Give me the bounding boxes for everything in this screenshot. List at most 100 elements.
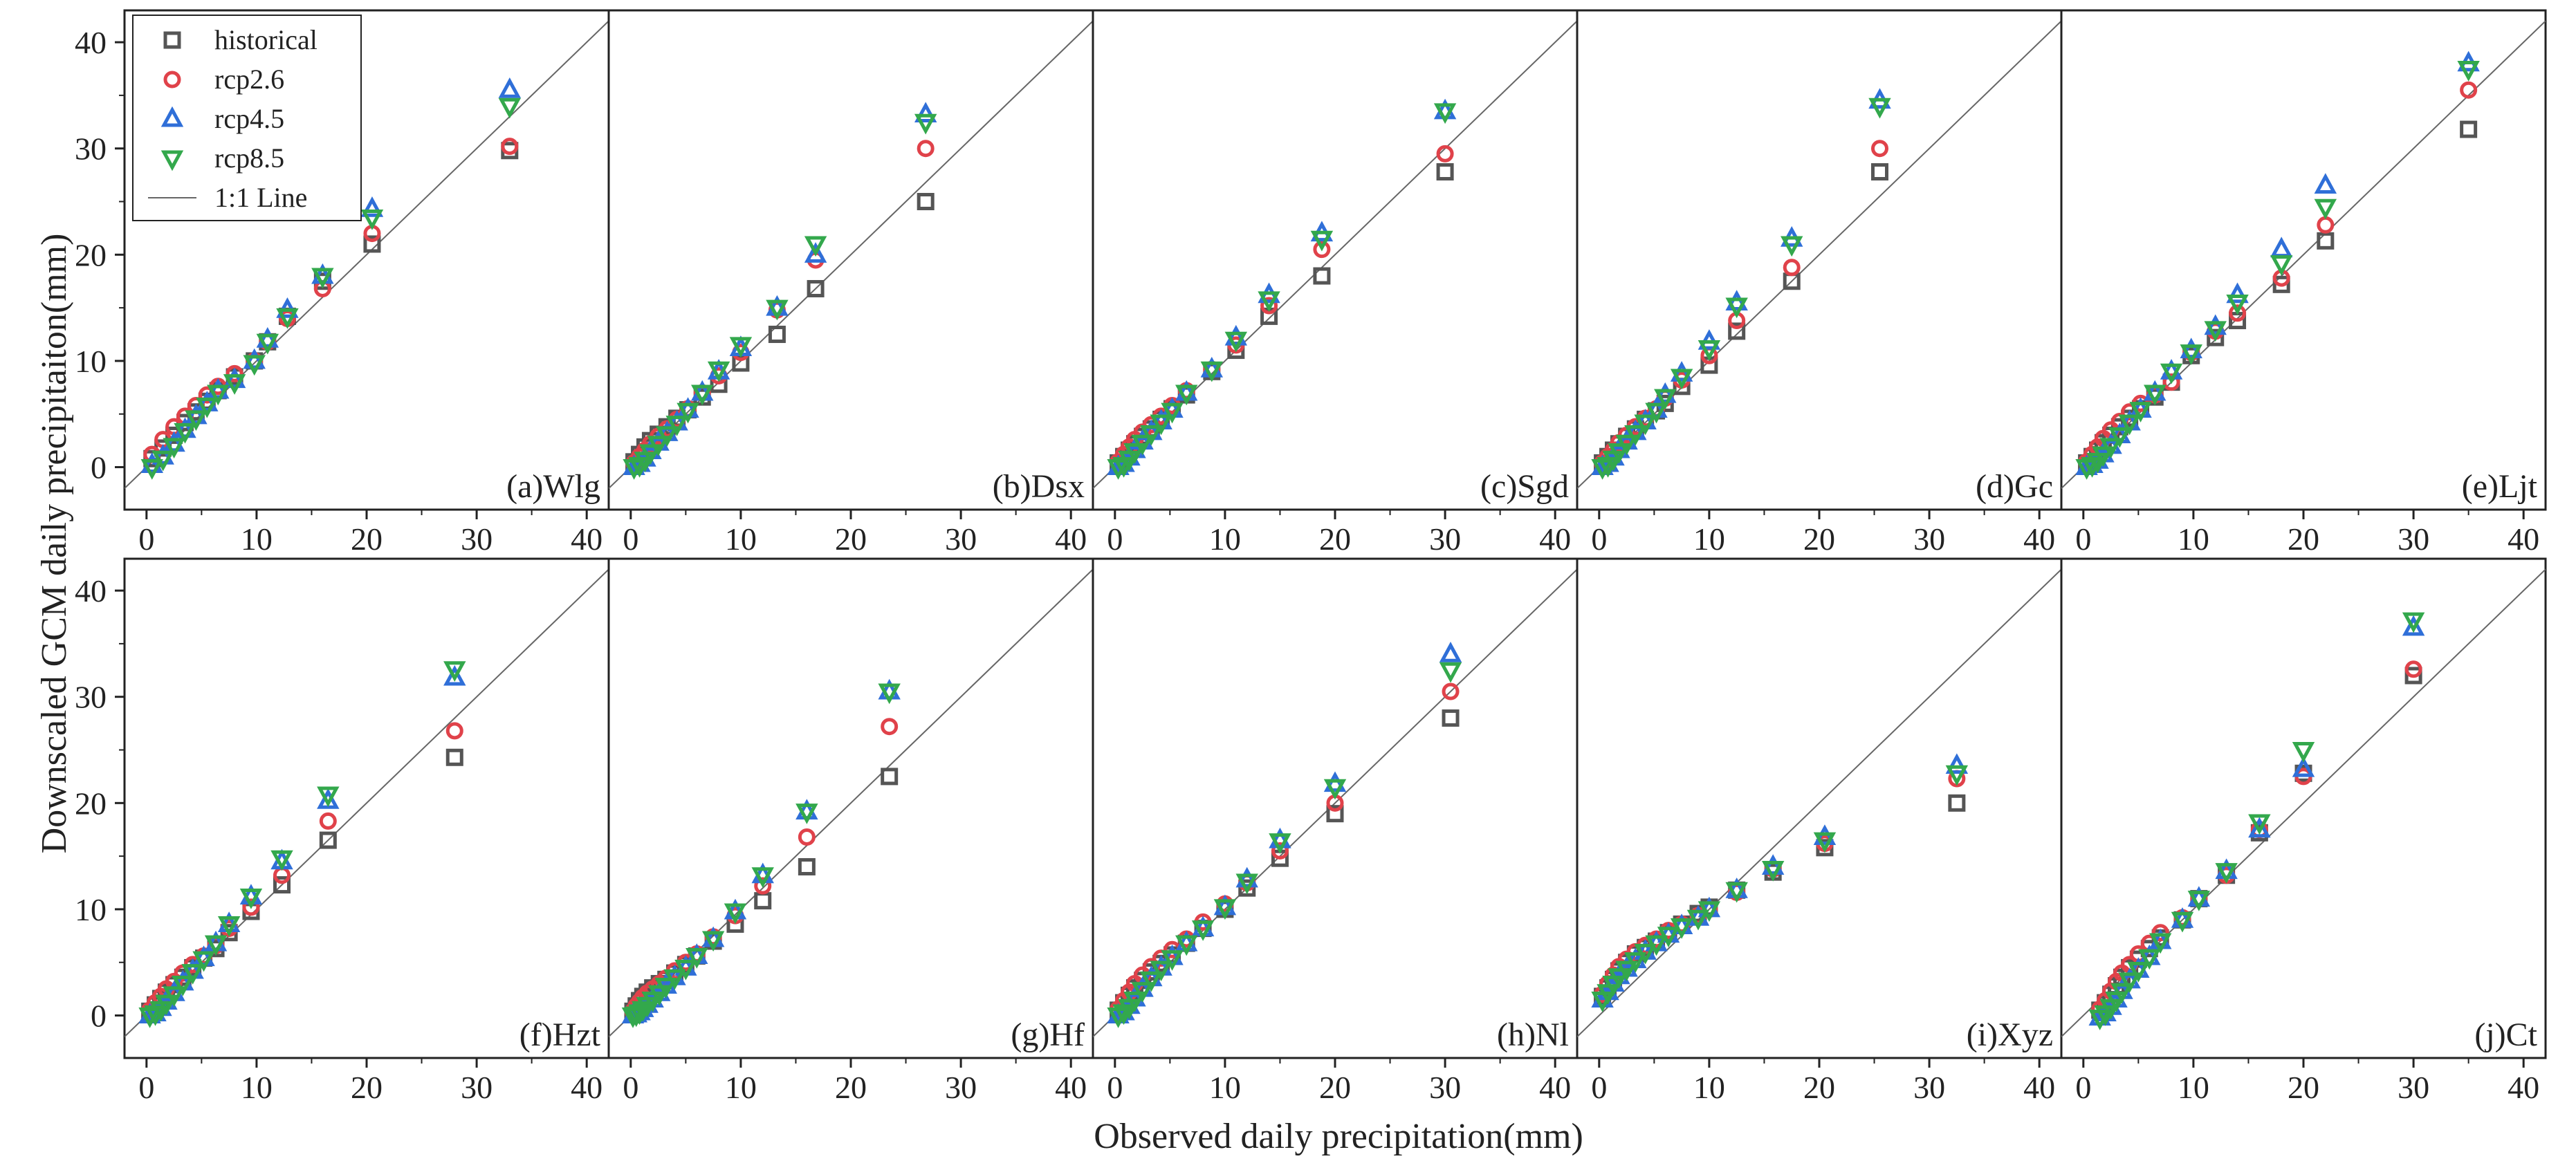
point-rcp2-6 [881, 718, 899, 736]
x-tick-label: 40 [1539, 1070, 1571, 1105]
point-rcp8-5 [1175, 935, 1198, 956]
point-rcp8-5 [2171, 911, 2194, 933]
series-rcp2-6 [141, 722, 463, 1019]
x-tick-label: 40 [2023, 1070, 2055, 1105]
point-rcp8-5 [276, 308, 299, 329]
plot-frame [123, 557, 610, 1059]
x-tick-label: 40 [2508, 521, 2539, 557]
point-rcp2-6 [1783, 259, 1801, 277]
series-rcp8-5 [1107, 103, 1457, 480]
point-rcp4-5 [223, 367, 246, 389]
point-historical [768, 326, 786, 344]
one-to-one-line [1577, 568, 2061, 1037]
point-rcp2-6 [2162, 373, 2180, 391]
point-rcp8-5 [151, 450, 174, 472]
point-rcp8-5 [174, 423, 196, 444]
point-rcp8-5 [1175, 384, 1198, 406]
legend-marker [160, 150, 184, 171]
point-rcp8-5 [914, 113, 937, 135]
point-rcp8-5 [498, 98, 522, 119]
point-historical [2404, 667, 2422, 685]
x-tick-label: 20 [1803, 1070, 1835, 1105]
y-tick-label: 10 [75, 892, 107, 927]
x-tick-label: 30 [461, 1070, 493, 1105]
legend-label: 1:1 Line [214, 182, 307, 213]
x-tick-label: 30 [945, 1070, 977, 1105]
series-rcp8-5 [138, 661, 466, 1028]
point-rcp8-5 [2314, 198, 2337, 220]
point-rcp8-5 [707, 361, 730, 382]
x-tick-label: 10 [2178, 1070, 2209, 1105]
point-historical [273, 876, 291, 894]
x-tick-label: 30 [461, 521, 493, 557]
point-rcp4-5 [1945, 753, 1969, 774]
point-rcp8-5 [243, 355, 266, 376]
x-tick-label: 0 [1107, 1070, 1123, 1105]
x-tick-label: 20 [1319, 521, 1351, 557]
point-rcp8-5 [2118, 414, 2141, 436]
x-tick-label: 0 [1591, 1070, 1607, 1105]
x-tick-label: 10 [1209, 1070, 1241, 1105]
point-rcp4-5 [665, 409, 688, 431]
point-rcp8-5 [2187, 891, 2211, 911]
point-rcp8-5 [766, 299, 789, 321]
point-rcp8-5 [1123, 992, 1146, 1012]
panel-title: (i)Xyz [1967, 1016, 2053, 1053]
point-rcp8-5 [1657, 927, 1680, 948]
point-rcp8-5 [2099, 438, 2122, 459]
point-rcp8-5 [1200, 361, 1224, 382]
x-tick-label: 0 [138, 1070, 154, 1105]
point-rcp2-6 [242, 898, 260, 916]
point-rcp4-5 [2270, 236, 2293, 258]
x-tick-label: 30 [2398, 521, 2429, 557]
point-rcp8-5 [691, 384, 714, 406]
point-rcp4-5 [443, 665, 466, 686]
point-historical [2317, 232, 2335, 250]
series-rcp8-5 [2088, 612, 2425, 1030]
x-tick-label: 0 [2075, 521, 2091, 557]
panel-c-sgd: 0 10 20 30 40 (c)Sgd [1092, 9, 1579, 557]
point-rcp8-5 [2129, 402, 2152, 423]
legend-marker [160, 106, 184, 127]
point-rcp8-5 [2092, 446, 2115, 467]
x-tick-label: 20 [835, 521, 867, 557]
legend-label: historical [214, 24, 318, 55]
point-rcp8-5 [2270, 255, 2293, 276]
point-rcp8-5 [1670, 918, 1693, 939]
point-rcp4-5 [2314, 173, 2337, 194]
y-tick-label: 30 [75, 680, 107, 715]
point-rcp8-5 [729, 337, 753, 358]
point-rcp4-5 [185, 403, 208, 425]
point-rcp4-5 [196, 391, 219, 411]
point-rcp8-5 [654, 978, 677, 999]
point-rcp8-5 [665, 416, 688, 436]
point-rcp8-5 [239, 889, 263, 909]
one-to-one-line [1093, 568, 1577, 1037]
point-rcp8-5 [2226, 294, 2249, 315]
point-rcp8-5 [1191, 920, 1215, 941]
point-rcp8-5 [878, 683, 901, 705]
panel-title: (e)Ljt [2462, 468, 2538, 505]
point-rcp8-5 [647, 985, 671, 1006]
point-rcp4-5 [1761, 854, 1785, 875]
point-historical [1326, 805, 1344, 823]
legend: historical rcp2.6 rcp4.5 rcp8.5 1:1 Line [132, 15, 362, 221]
point-historical [1313, 267, 1331, 285]
point-historical [2272, 275, 2290, 293]
point-historical [754, 892, 772, 910]
point-rcp8-5 [1868, 98, 1891, 119]
point-rcp2-6 [2404, 660, 2422, 678]
x-tick-label: 40 [1055, 1070, 1087, 1105]
x-tick-label: 10 [725, 1070, 757, 1105]
point-rcp8-5 [163, 438, 185, 459]
legend-item-1-1-line: 1:1 Line [148, 182, 307, 213]
point-rcp4-5 [1224, 324, 1248, 346]
point-rcp4-5 [243, 348, 266, 369]
x-tick-label: 0 [1107, 521, 1123, 557]
point-historical [2207, 328, 2225, 346]
point-rcp8-5 [1813, 832, 1837, 853]
point-historical [917, 193, 935, 211]
one-to-one-line [609, 20, 1093, 489]
series-rcp8-5 [1591, 765, 1969, 1012]
point-rcp4-5 [163, 431, 185, 452]
